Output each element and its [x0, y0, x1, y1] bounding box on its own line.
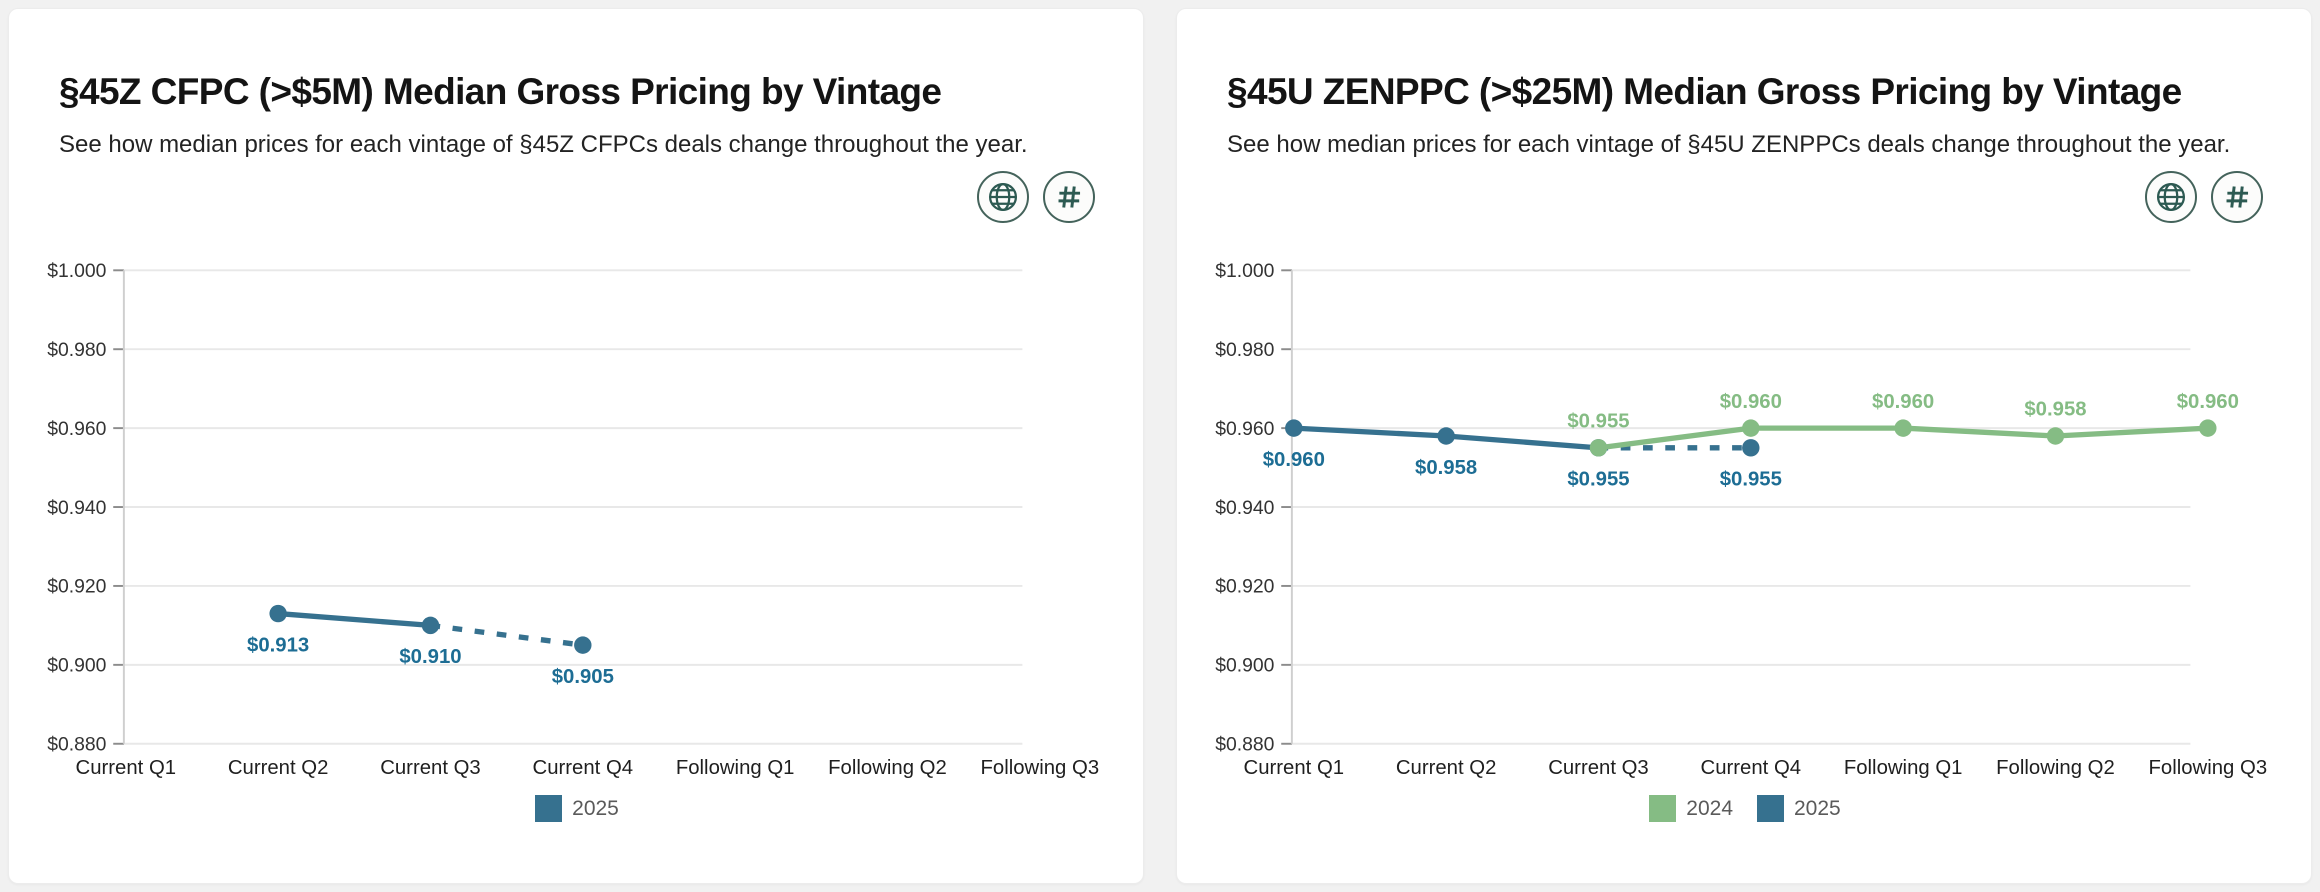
- series-segment-2025: [1445, 433, 1599, 451]
- legend-label: 2024: [1686, 796, 1733, 820]
- hash-button[interactable]: [2211, 171, 2263, 223]
- series-segment-2025: [1293, 425, 1447, 439]
- y-tick-label: $0.960: [1215, 418, 1274, 440]
- value-label: $0.905: [552, 666, 614, 688]
- card-subtitle: See how median prices for each vintage o…: [1227, 131, 2231, 158]
- data-point-2024[interactable]: [1589, 439, 1608, 457]
- x-category-label: Following Q2: [828, 757, 947, 779]
- value-label: $0.960: [1263, 449, 1325, 471]
- value-label: $0.958: [1415, 457, 1477, 479]
- card-title: §45U ZENPPC (>$25M) Median Gross Pricing…: [1227, 71, 2182, 112]
- legend-swatch: [1649, 795, 1677, 823]
- x-category-label: Following Q3: [2148, 757, 2267, 779]
- series-segment-2024: [1598, 425, 1752, 451]
- data-point-2025[interactable]: [269, 604, 287, 623]
- chart-area: $1.000 $0.980 $0.960 $0.940 $0.920 $0.900 $0.8…: [47, 249, 1099, 823]
- value-label: $0.960: [1872, 391, 1934, 413]
- data-point-2025[interactable]: [1437, 427, 1455, 445]
- data-point-2025[interactable]: [421, 616, 440, 635]
- y-tick-label: $0.920: [1215, 576, 1274, 598]
- x-category-label: Current Q2: [1396, 757, 1497, 779]
- chart-card-45u-zenppc: §45U ZENPPC (>$25M) Median Gross Pricing…: [1176, 8, 2312, 884]
- value-label: $0.955: [1720, 469, 1782, 491]
- globe-icon: [986, 180, 1020, 214]
- value-label: $0.955: [1567, 411, 1629, 433]
- chart-card-45z-cfpc: §45Z CFPC (>$5M) Median Gross Pricing by…: [8, 8, 1144, 884]
- hash-button[interactable]: [1043, 171, 1095, 223]
- y-tick-label: $0.980: [47, 339, 106, 361]
- card-title: §45Z CFPC (>$5M) Median Gross Pricing by…: [59, 71, 942, 112]
- chart-area: $1.000 $0.980 $0.960 $0.940 $0.920 $0.900 $0.8…: [1215, 249, 2267, 823]
- x-category-label: Following Q1: [676, 757, 795, 779]
- legend-swatch: [1757, 795, 1784, 823]
- legend-label: 2025: [1794, 796, 1841, 820]
- value-label: $0.910: [399, 646, 461, 668]
- x-category-label: Current Q3: [380, 757, 481, 779]
- y-tick-label: $0.880: [1215, 734, 1274, 756]
- legend-item-2025[interactable]: 2025: [535, 795, 619, 823]
- chart-legend: 2024 2025: [1227, 795, 2263, 823]
- series-segment-2024: [1903, 425, 2056, 439]
- y-tick-label: $0.900: [47, 655, 106, 677]
- y-tick-label: $0.900: [1215, 655, 1274, 677]
- y-tick-label: $0.960: [47, 418, 106, 440]
- hash-icon: [1052, 180, 1086, 214]
- value-label: $0.913: [247, 634, 309, 656]
- globe-button[interactable]: [977, 171, 1029, 223]
- legend-swatch: [535, 795, 563, 823]
- y-tick-label: $0.880: [47, 734, 106, 756]
- y-tick-label: $1.000: [47, 260, 106, 282]
- x-category-label: Current Q2: [228, 757, 329, 779]
- data-point-2025[interactable]: [1742, 439, 1760, 457]
- value-label: $0.960: [1720, 391, 1782, 413]
- x-category-label: Current Q1: [1244, 757, 1345, 779]
- x-category-label: Following Q1: [1844, 757, 1963, 779]
- x-category-label: Current Q1: [76, 757, 177, 779]
- legend-item-2024[interactable]: 2024: [1649, 795, 1733, 823]
- series-segment-2024: [2055, 425, 2208, 439]
- x-category-label: Current Q3: [1548, 757, 1649, 779]
- line-chart-45u-zenppc[interactable]: $1.000 $0.980 $0.960 $0.940 $0.920 $0.900 $0.8…: [1215, 249, 2267, 791]
- legend-label: 2025: [572, 796, 619, 820]
- globe-icon: [2154, 180, 2188, 214]
- x-category-label: Following Q2: [1996, 757, 2115, 779]
- card-actions: [59, 171, 1095, 223]
- x-category-label: Following Q3: [980, 757, 1099, 779]
- value-label: $0.960: [2177, 391, 2239, 413]
- series-segment-2025: [277, 610, 431, 629]
- card-actions: [1227, 171, 2263, 223]
- y-tick-label: $0.920: [47, 576, 106, 598]
- data-point-2024[interactable]: [2199, 419, 2217, 437]
- data-point-2025[interactable]: [1285, 419, 1303, 437]
- line-chart-45z-cfpc[interactable]: $1.000 $0.980 $0.960 $0.940 $0.920 $0.900 $0.8…: [47, 249, 1099, 791]
- x-category-label: Current Q4: [1701, 757, 1802, 779]
- legend-item-2025[interactable]: 2025: [1757, 795, 1841, 823]
- x-category-label: Current Q4: [533, 757, 634, 779]
- hash-icon: [2220, 180, 2254, 214]
- card-subtitle: See how median prices for each vintage o…: [59, 131, 1028, 158]
- value-label: $0.958: [2024, 399, 2086, 421]
- data-point-2024[interactable]: [2046, 427, 2065, 445]
- data-point-2025[interactable]: [574, 636, 592, 654]
- data-point-2024[interactable]: [1894, 419, 1912, 437]
- value-label: $0.955: [1567, 469, 1629, 491]
- globe-button[interactable]: [2145, 171, 2197, 223]
- y-tick-label: $0.940: [47, 497, 106, 519]
- series-segment-2025: [430, 622, 584, 648]
- y-tick-label: $0.940: [1215, 497, 1274, 519]
- chart-legend: 2025: [59, 795, 1095, 823]
- y-tick-label: $0.980: [1215, 339, 1274, 361]
- y-tick-label: $1.000: [1215, 260, 1274, 282]
- data-point-2024[interactable]: [1742, 419, 1760, 437]
